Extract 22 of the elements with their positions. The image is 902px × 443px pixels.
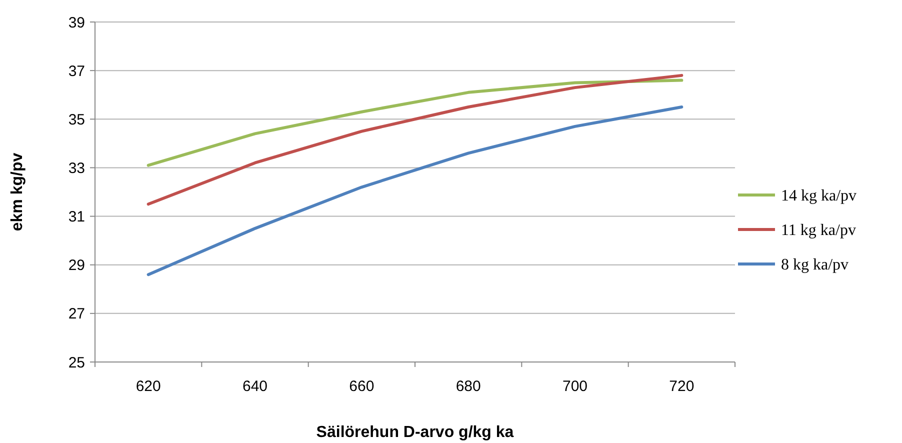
line-series xyxy=(146,74,684,206)
x-tick-label: 720 xyxy=(669,378,694,395)
y-tick-label: 35 xyxy=(68,111,85,128)
x-tick-label: 640 xyxy=(242,378,268,395)
y-tick-label: 27 xyxy=(68,306,85,323)
line-series xyxy=(146,106,684,276)
legend-label: 11 kg ka/pv xyxy=(781,222,856,240)
x-tick-label: 620 xyxy=(136,378,161,395)
y-axis-title: ekm kg/pv xyxy=(9,152,26,232)
x-tick-label: 700 xyxy=(562,378,588,395)
y-tick-label: 29 xyxy=(68,257,85,274)
y-tick-label: 33 xyxy=(68,160,85,177)
x-tick-label: 660 xyxy=(349,378,374,395)
legend-label: 14 kg ka/pv xyxy=(781,188,857,205)
y-tick-label: 31 xyxy=(68,208,85,226)
legend-label: 8 kg ka/pv xyxy=(781,256,849,274)
y-tick-label: 39 xyxy=(68,14,85,32)
x-tick-label: 680 xyxy=(456,378,481,395)
x-axis-title: Säilörehun D-arvo g/kg ka xyxy=(316,424,514,441)
y-tick-label: 37 xyxy=(68,62,85,80)
y-tick-label: 25 xyxy=(68,354,85,372)
line-series xyxy=(146,78,684,167)
